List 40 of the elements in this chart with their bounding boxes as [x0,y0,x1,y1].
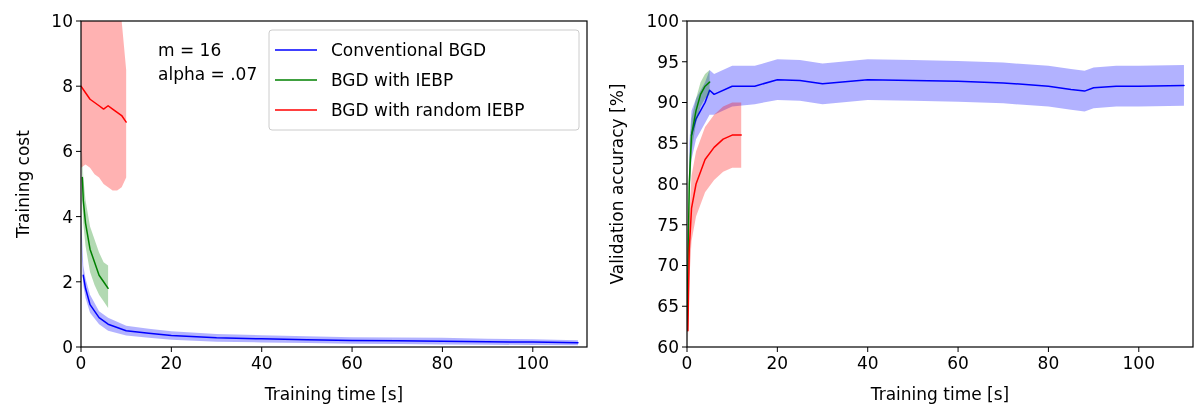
legend-label: BGD with random IEBP [331,99,525,120]
x-tick-label: 0 [681,353,693,373]
y-tick-label: 65 [657,296,679,317]
annotation: alpha = .07 [158,64,258,84]
y-axis-title: Validation accuracy [%] [607,83,627,285]
legend-label: BGD with IEBP [331,69,454,90]
x-tick-label: 20 [160,353,183,373]
y-tick-label: 70 [657,255,679,276]
x-tick-label: 100 [516,353,550,373]
x-axis-title: Training time [s] [263,384,404,404]
line-series [82,274,579,344]
x-tick-label: 60 [947,353,969,373]
y-tick-label: 90 [657,92,679,113]
y-tick-label: 0 [62,336,73,357]
line-series [81,85,127,123]
x-axis-title: Training time [s] [869,384,1010,404]
line-series [687,134,742,332]
annotation: m = 16 [158,40,222,60]
x-tick-label: 60 [341,353,363,373]
y-tick-label: 95 [657,51,679,72]
y-tick-label: 80 [657,173,679,194]
x-tick-label: 80 [431,353,454,373]
y-tick-label: 8 [62,76,73,97]
x-tick-label: 40 [250,353,273,373]
x-tick-label: 20 [766,353,789,373]
x-tick-label: 40 [856,353,879,373]
x-tick-label: 0 [75,353,87,373]
y-tick-label: 60 [657,336,679,357]
x-tick-label: 80 [1037,353,1060,373]
line-series [81,176,109,290]
y-tick-label: 75 [657,214,679,235]
legend-label: Conventional BGD [331,39,487,60]
y-tick-label: 100 [646,10,679,31]
y-tick-label: 85 [657,133,679,154]
y-axis-title: Training cost [13,129,33,239]
y-tick-label: 10 [51,10,73,31]
x-tick-label: 100 [1122,353,1156,373]
y-tick-label: 6 [62,141,73,162]
y-tick-label: 4 [62,206,73,227]
y-tick-label: 2 [62,271,73,292]
